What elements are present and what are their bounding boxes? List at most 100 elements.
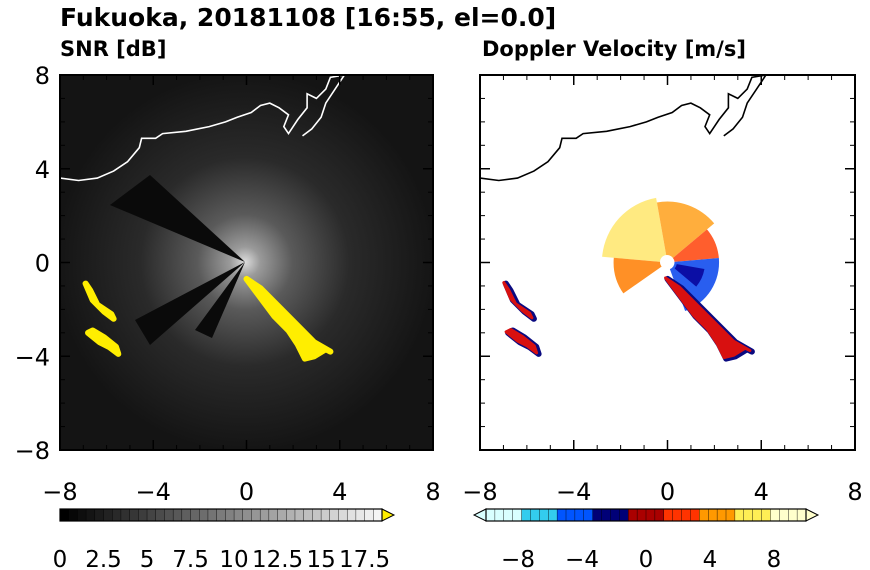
snr-colorbar-cell [112,508,122,522]
doppler-colorbar-cell [601,508,611,522]
doppler-colorbar-cell [699,508,709,522]
snr-colorbar-cell [103,508,113,522]
doppler-colorbar-cell [628,508,638,522]
snr-colorbar-tick-label: 15 [306,547,335,570]
snr-colorbar-cell [268,508,279,522]
snr-colorbar: 0 2.5 5 7.5 10 12.5 15 17.5 [53,508,396,570]
doppler-colorbar-cell [779,508,789,522]
doppler-colorbar-cell [743,508,754,522]
snr-echo-region [85,327,122,357]
snr-colorbar-cell [164,508,174,522]
doppler-panel: Doppler Velocity [m/s] −8 −4 0 4 8 [462,37,862,506]
doppler-colorbar-cell [690,508,700,522]
doppler-colorbar-cell [574,508,585,522]
snr-colorbar-cell [199,508,209,522]
snr-colorbar-cell [68,508,78,522]
snr-panel: SNR [dB] −8 −4 0 4 8 8 4 0 −4 −8 [15,37,441,506]
doppler-colorbar-cell [565,508,576,522]
snr-blocked-sector-upper [110,175,245,262]
doppler-colorbar-cell [770,508,780,522]
snr-panel-title: SNR [dB] [60,37,166,61]
snr-colorbar-cell [346,508,357,522]
doppler-colorbar-cell [610,508,620,522]
doppler-colorbar-cell [725,508,736,522]
snr-axes: −8 −4 0 4 8 8 4 0 −4 −8 [15,62,441,506]
snr-colorbar-cell [286,508,296,522]
doppler-colorbar-cell [672,508,683,522]
snr-colorbar-extend-max [381,508,396,522]
doppler-colorbar-extend-min [472,508,487,522]
snr-colorbar-cell [172,508,183,522]
doppler-echo-region-core [504,328,539,355]
doppler-colorbar-cell [654,508,665,522]
radar-center-gap [660,255,674,269]
snr-colorbar-tick-label: 17.5 [339,547,390,570]
snr-echoes [82,275,334,362]
snr-xtick-label: 8 [425,478,440,506]
snr-colorbar-cell [312,508,322,522]
doppler-xtick-label: −8 [462,478,497,506]
snr-colorbar-cell [242,508,252,522]
snr-colorbar-cell [338,508,348,522]
snr-echo-region [82,280,117,322]
snr-colorbar-cell [129,508,139,522]
snr-colorbar-tick-label: 0 [53,547,68,570]
doppler-xtick-label: 8 [847,478,862,506]
snr-xtick-label: 0 [239,478,254,506]
doppler-colorbar-tick-label: 8 [767,547,782,570]
snr-colorbar-cell [155,508,165,522]
doppler-xtick-label: 0 [660,478,675,506]
snr-colorbar-tick-label: 7.5 [172,547,209,570]
snr-colorbar-cell [373,508,383,522]
doppler-colorbar-cell [530,508,540,522]
doppler-colorbar-cell [636,508,647,522]
snr-colorbar-cell [207,508,218,522]
snr-colorbar-cell [216,508,226,522]
doppler-echo-region-core [664,276,752,360]
snr-colorbar-cell [364,508,374,522]
doppler-colorbar-cell [761,508,771,522]
snr-colorbar-cell [59,508,70,522]
doppler-colorbar: −8 −4 0 4 8 [472,508,820,570]
snr-colorbar-cell [233,508,244,522]
snr-colorbar-tick-label: 2.5 [85,547,122,570]
snr-colorbar-cell [320,508,331,522]
doppler-colorbar-frame [485,508,807,522]
snr-colorbar-tick-label: 12.5 [252,547,303,570]
doppler-colorbar-cell [788,508,798,522]
snr-colorbar-cell [251,508,261,522]
doppler-velocity-sector [602,197,667,262]
doppler-colorbar-cell [645,508,656,522]
doppler-velocity-sectors [602,197,720,311]
doppler-velocity-sector [672,229,719,262]
snr-colorbar-cell [138,508,148,522]
snr-xtick-label: 4 [332,478,347,506]
doppler-colorbar-cell [592,508,603,522]
doppler-colorbar-cell [619,508,629,522]
doppler-axes: −8 −4 0 4 8 [462,74,863,506]
snr-colorbar-cell [190,508,200,522]
doppler-colorbar-cell [796,508,807,522]
snr-colorbar-tick-label: 5 [140,547,155,570]
snr-colorbar-cell [181,508,192,522]
snr-colorbar-cell [77,508,87,522]
doppler-colorbar-tick-label: −8 [501,547,535,570]
snr-colorbar-cell [94,508,105,522]
doppler-colorbar-cell [708,508,718,522]
snr-ytick-label: 0 [35,250,50,278]
doppler-colorbar-tick-label: 4 [703,547,718,570]
snr-colorbar-tick-label: 10 [219,547,248,570]
snr-colorbar-cell [120,508,131,522]
snr-colorbar-cell [225,508,235,522]
doppler-colorbar-cell [556,508,567,522]
snr-ytick-label: −8 [15,437,50,465]
doppler-xtick-label: 4 [754,478,769,506]
doppler-colorbar-cell [734,508,745,522]
doppler-colorbar-cell [539,508,549,522]
doppler-velocity-sector [674,264,705,287]
snr-xtick-label: −8 [42,478,77,506]
doppler-echo-region-core [502,281,534,320]
doppler-panel-title: Doppler Velocity [m/s] [482,37,746,61]
snr-colorbar-frame [59,508,383,522]
